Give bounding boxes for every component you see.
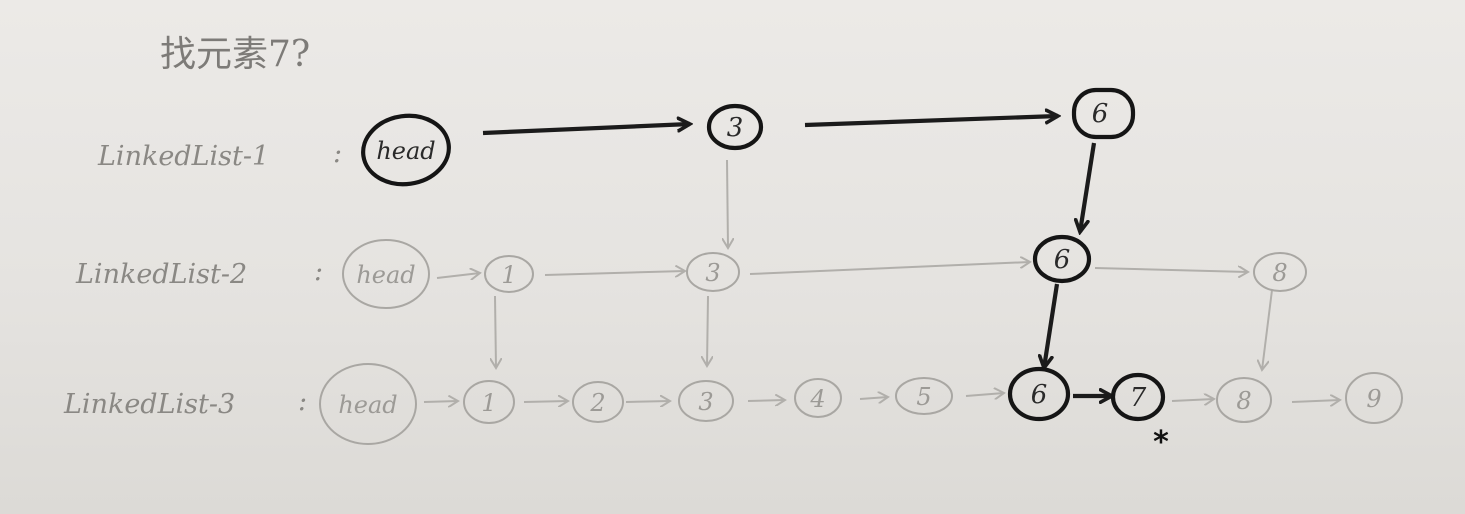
node-l3-6-label: 6 [1031,380,1048,410]
node-l3-head-label: head [338,391,397,419]
node-l3-5: 5 [895,377,953,415]
row-labels: LinkedList-1 : LinkedList-2 : LinkedList… [63,138,342,420]
node-l3-2-label: 2 [589,389,605,417]
node-l3-4-label: 4 [809,385,825,413]
edge-down-3-l2-l3 [707,295,708,366]
list-3-label: LinkedList-3 [63,389,235,420]
edge-l3-8-9 [1291,400,1340,402]
node-l2-6: 6 [1032,234,1092,284]
node-l2-3: 3 [686,252,740,292]
edge-down-3-l1-l2 [727,159,728,248]
node-l3-8: 8 [1216,377,1272,423]
node-l3-2: 2 [572,381,624,423]
node-l2-1: 1 [484,255,534,293]
list-3-separator: : [298,386,307,417]
edge-l2-1-3 [544,271,685,275]
edge-down-1-l2-l3 [495,295,496,368]
node-l1-3: 3 [706,103,764,151]
list-1-label: LinkedList-1 [97,141,269,172]
edge-down-6-l2-l3 [1044,283,1060,368]
node-l2-1-label: 1 [501,261,516,289]
nodes: head 3 6 head 1 3 [319,87,1403,445]
edge-l3-2-3 [625,401,670,402]
node-l3-6: 6 [1007,366,1071,422]
node-l3-3: 3 [678,380,734,422]
node-l2-8: 8 [1253,252,1307,292]
edge-l3-head-1 [423,401,458,402]
node-l3-9-label: 9 [1366,385,1381,413]
node-l3-9: 9 [1345,372,1403,424]
node-l2-6-label: 6 [1054,245,1071,275]
node-l1-6: 6 [1071,87,1136,140]
edge-l3-3-4 [747,400,785,401]
edge-l2-6-8 [1094,268,1248,272]
edges [423,116,1340,402]
node-l3-1-label: 1 [481,389,496,417]
target-star-mark: * [1153,425,1169,460]
node-l3-1: 1 [463,380,515,424]
node-l3-8-label: 8 [1236,387,1251,415]
edge-l3-1-2 [523,401,568,402]
edge-l3-7-8 [1171,399,1214,401]
diagram-title: 找元素7? [160,34,310,75]
node-l2-3-label: 3 [705,259,720,287]
edge-l3-5-6 [965,393,1004,396]
node-l3-4: 4 [794,378,842,418]
node-l1-head: head [361,113,451,187]
edge-l2-head-1 [436,273,480,278]
list-2-separator: : [314,256,323,287]
edge-down-6-l1-l2 [1080,142,1097,232]
node-l2-head: head [342,239,430,309]
node-l3-5-label: 5 [916,383,931,411]
edge-l1-head-3 [482,124,690,136]
node-l2-8-label: 8 [1272,259,1287,287]
edge-l3-4-5 [859,397,888,399]
node-l2-head-label: head [356,261,415,289]
node-l1-3-label: 3 [727,113,744,143]
list-1-separator: : [333,138,342,169]
node-l3-3-label: 3 [698,388,713,416]
edge-l2-3-6 [749,262,1030,275]
node-l1-6-label: 6 [1092,99,1109,129]
node-l3-head: head [319,363,417,445]
edge-down-8-l2-l3 [1262,289,1273,370]
list-2-label: LinkedList-2 [75,259,247,290]
node-l1-head-label: head [376,137,435,165]
node-l3-7-label: 7 [1130,383,1147,413]
edge-l1-3-6 [804,116,1058,128]
node-l3-7: 7 [1110,372,1166,422]
